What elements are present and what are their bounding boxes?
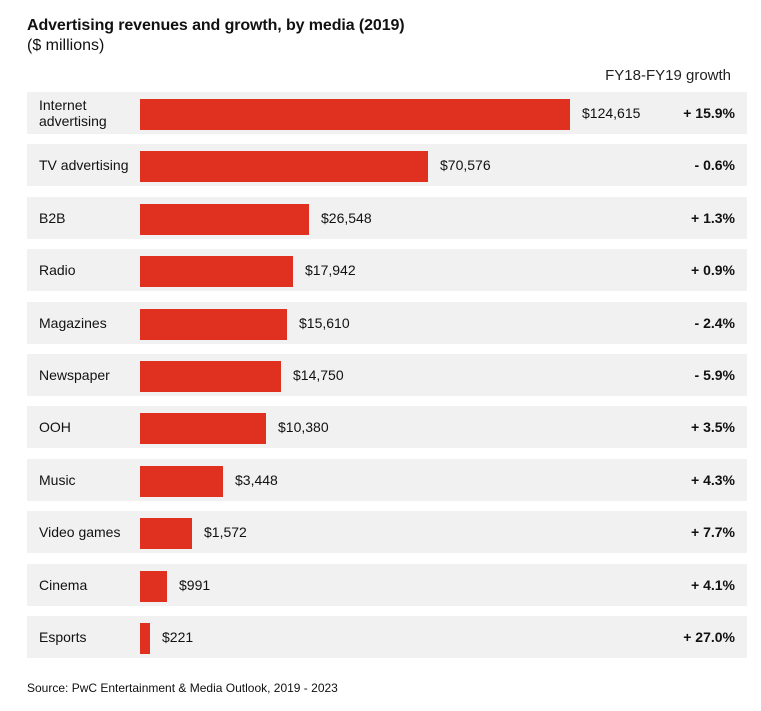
value-label: $221 — [162, 629, 194, 645]
category-label: Cinema — [39, 576, 88, 593]
category-label: TV advertising — [39, 157, 129, 174]
growth-label: - 2.4% — [694, 314, 735, 331]
category-label: Esports — [39, 629, 87, 645]
bar — [140, 308, 287, 340]
bar — [140, 99, 570, 130]
category-label: B2B — [39, 209, 66, 226]
chart-row: OOH $10,380 + 3.5% — [27, 406, 747, 449]
chart-title: Advertising revenues and growth, by medi… — [27, 17, 405, 34]
value-label: $14,750 — [293, 367, 344, 383]
growth-column-header: FY18-FY19 growth — [605, 67, 731, 84]
bar — [140, 518, 192, 550]
chart-row: Internet advertising $124,615 + 15.9% — [27, 92, 747, 134]
chart-row: B2B $26,548 + 1.3% — [27, 196, 747, 239]
growth-label: + 4.1% — [691, 576, 735, 593]
value-label: $15,610 — [299, 314, 350, 331]
bar — [140, 151, 428, 183]
chart-row: Radio $17,942 + 0.9% — [27, 249, 747, 292]
value-label: $1,572 — [204, 524, 247, 541]
chart-subtitle: ($ millions) — [27, 37, 105, 54]
growth-label: - 0.6% — [694, 157, 735, 174]
category-label: Magazines — [39, 314, 107, 331]
category-label: Video games — [39, 524, 121, 541]
bar — [140, 413, 266, 445]
chart-row: Magazines $15,610 - 2.4% — [27, 301, 747, 344]
chart-row: Video games $1,572 + 7.7% — [27, 511, 747, 554]
value-label: $10,380 — [278, 419, 329, 436]
growth-label: - 5.9% — [694, 367, 735, 383]
bar — [140, 623, 150, 654]
bar — [140, 570, 167, 602]
growth-label: + 3.5% — [691, 419, 735, 436]
growth-label: + 27.0% — [683, 629, 735, 645]
bar — [140, 256, 293, 288]
value-label: $3,448 — [235, 471, 278, 488]
category-label: OOH — [39, 419, 71, 436]
category-label: Internet advertising — [39, 97, 107, 129]
chart-row: Cinema $991 + 4.1% — [27, 563, 747, 606]
category-label: Music — [39, 471, 76, 488]
source-note: Source: PwC Entertainment & Media Outloo… — [27, 681, 338, 695]
value-label: $124,615 — [582, 105, 641, 121]
category-label: Newspaper — [39, 367, 110, 383]
value-label: $70,576 — [440, 157, 491, 174]
growth-label: + 0.9% — [691, 262, 735, 279]
value-label: $991 — [179, 576, 211, 593]
growth-label: + 15.9% — [683, 105, 735, 121]
value-label: $17,942 — [305, 262, 356, 279]
growth-label: + 7.7% — [691, 524, 735, 541]
chart-row: Esports $221 + 27.0% — [27, 616, 747, 658]
bar — [140, 203, 309, 235]
value-label: $26,548 — [321, 209, 372, 226]
bar — [140, 465, 223, 497]
growth-label: + 4.3% — [691, 471, 735, 488]
chart-row: Newspaper $14,750 - 5.9% — [27, 354, 747, 396]
category-label: Radio — [39, 262, 76, 279]
bar — [140, 361, 281, 392]
chart-row: Music $3,448 + 4.3% — [27, 458, 747, 501]
chart-row: TV advertising $70,576 - 0.6% — [27, 144, 747, 187]
growth-label: + 1.3% — [691, 209, 735, 226]
